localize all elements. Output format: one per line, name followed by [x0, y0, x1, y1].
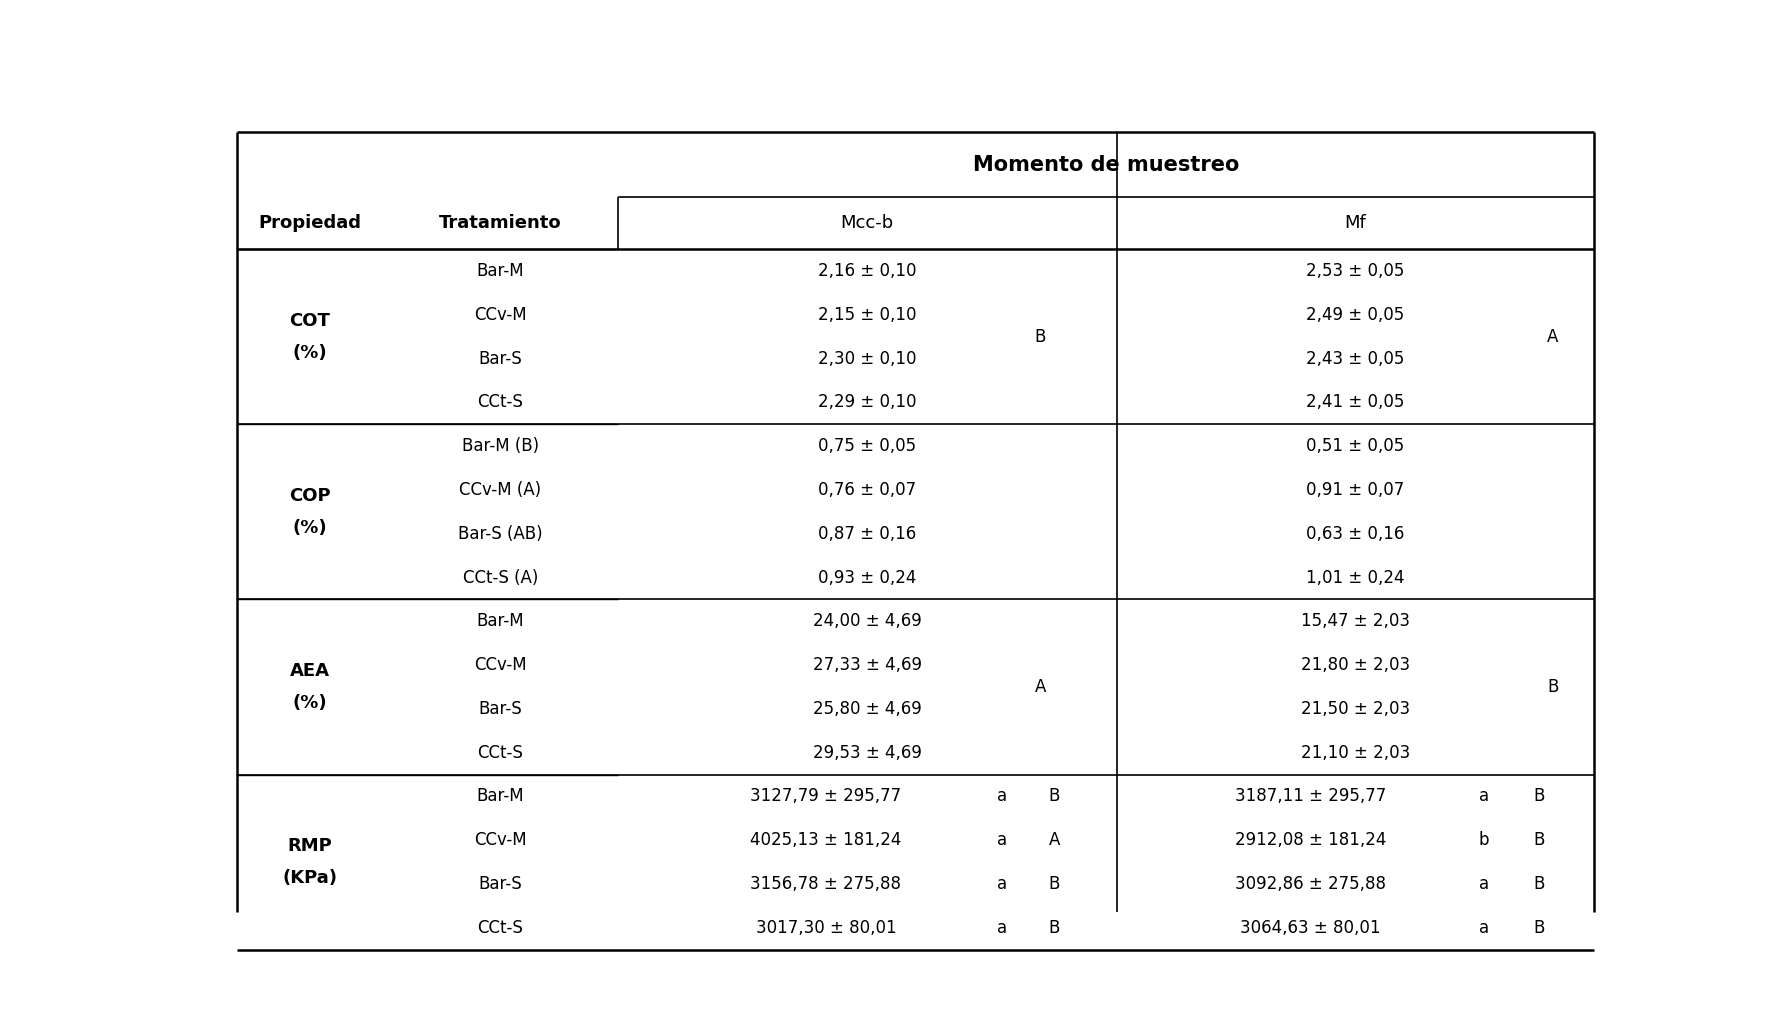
Text: COP: COP	[289, 487, 331, 505]
Text: 0,76 ± 0,07: 0,76 ± 0,07	[818, 481, 917, 499]
Text: 2,49 ± 0,05: 2,49 ± 0,05	[1306, 306, 1405, 324]
Text: CCt-S (A): CCt-S (A)	[463, 569, 538, 586]
Text: a: a	[997, 788, 1006, 805]
Text: CCt-S: CCt-S	[477, 393, 524, 412]
Text: Bar-M: Bar-M	[477, 612, 524, 631]
Text: Momento de muestreo: Momento de muestreo	[974, 155, 1240, 175]
Text: 2912,08 ± 181,24: 2912,08 ± 181,24	[1235, 831, 1387, 849]
Text: Bar-S: Bar-S	[479, 875, 522, 893]
Text: Bar-S: Bar-S	[479, 700, 522, 718]
Text: 21,80 ± 2,03: 21,80 ± 2,03	[1301, 657, 1410, 674]
Text: B: B	[1049, 788, 1060, 805]
Text: CCv-M: CCv-M	[474, 306, 527, 324]
Text: B: B	[1533, 919, 1544, 937]
Text: 0,75 ± 0,05: 0,75 ± 0,05	[818, 437, 917, 455]
Text: COT: COT	[289, 311, 331, 330]
Text: Bar-S: Bar-S	[479, 349, 522, 367]
Text: Bar-M (B): Bar-M (B)	[461, 437, 540, 455]
Text: A: A	[1035, 678, 1045, 696]
Text: Tratamiento: Tratamiento	[440, 214, 561, 233]
Text: Propiedad: Propiedad	[259, 214, 361, 233]
Text: CCv-M: CCv-M	[474, 831, 527, 849]
Text: 24,00 ± 4,69: 24,00 ± 4,69	[813, 612, 922, 631]
Text: 2,30 ± 0,10: 2,30 ± 0,10	[818, 349, 917, 367]
Text: (%): (%)	[293, 343, 327, 362]
Text: B: B	[1049, 919, 1060, 937]
Text: Mf: Mf	[1344, 214, 1367, 233]
Text: 15,47 ± 2,03: 15,47 ± 2,03	[1301, 612, 1410, 631]
Text: 2,53 ± 0,05: 2,53 ± 0,05	[1306, 262, 1405, 280]
Text: CCt-S: CCt-S	[477, 919, 524, 937]
Text: B: B	[1533, 831, 1544, 849]
Text: A: A	[1049, 831, 1060, 849]
Text: 1,01 ± 0,24: 1,01 ± 0,24	[1306, 569, 1405, 586]
Text: 21,50 ± 2,03: 21,50 ± 2,03	[1301, 700, 1410, 718]
Text: A: A	[1548, 328, 1558, 345]
Text: 29,53 ± 4,69: 29,53 ± 4,69	[813, 743, 922, 762]
Text: RMP: RMP	[288, 838, 332, 855]
Text: 3092,86 ± 275,88: 3092,86 ± 275,88	[1235, 875, 1387, 893]
Text: CCv-M (A): CCv-M (A)	[459, 481, 541, 499]
Text: 3127,79 ± 295,77: 3127,79 ± 295,77	[751, 788, 901, 805]
Text: B: B	[1548, 678, 1558, 696]
Text: a: a	[1478, 875, 1489, 893]
Text: a: a	[997, 831, 1006, 849]
Text: CCv-M: CCv-M	[474, 657, 527, 674]
Text: B: B	[1533, 875, 1544, 893]
Text: 25,80 ± 4,69: 25,80 ± 4,69	[813, 700, 922, 718]
Text: 0,91 ± 0,07: 0,91 ± 0,07	[1306, 481, 1405, 499]
Text: 0,63 ± 0,16: 0,63 ± 0,16	[1306, 524, 1405, 543]
Text: 0,93 ± 0,24: 0,93 ± 0,24	[818, 569, 917, 586]
Text: 2,16 ± 0,10: 2,16 ± 0,10	[818, 262, 917, 280]
Text: B: B	[1049, 875, 1060, 893]
Text: Mcc-b: Mcc-b	[840, 214, 894, 233]
Text: 21,10 ± 2,03: 21,10 ± 2,03	[1301, 743, 1410, 762]
Text: 3064,63 ± 80,01: 3064,63 ± 80,01	[1240, 919, 1381, 937]
Text: Bar-M: Bar-M	[477, 262, 524, 280]
Text: a: a	[1478, 919, 1489, 937]
Text: CCt-S: CCt-S	[477, 743, 524, 762]
Text: (%): (%)	[293, 694, 327, 711]
Text: 2,41 ± 0,05: 2,41 ± 0,05	[1306, 393, 1405, 412]
Text: (%): (%)	[293, 519, 327, 537]
Text: 2,15 ± 0,10: 2,15 ± 0,10	[818, 306, 917, 324]
Text: 0,87 ± 0,16: 0,87 ± 0,16	[818, 524, 917, 543]
Text: a: a	[1478, 788, 1489, 805]
Text: b: b	[1478, 831, 1489, 849]
Text: 4025,13 ± 181,24: 4025,13 ± 181,24	[751, 831, 901, 849]
Text: Bar-M: Bar-M	[477, 788, 524, 805]
Text: 2,43 ± 0,05: 2,43 ± 0,05	[1306, 349, 1405, 367]
Text: a: a	[997, 919, 1006, 937]
Text: 3187,11 ± 295,77: 3187,11 ± 295,77	[1235, 788, 1387, 805]
Text: Bar-S (AB): Bar-S (AB)	[457, 524, 543, 543]
Text: a: a	[997, 875, 1006, 893]
Text: 2,29 ± 0,10: 2,29 ± 0,10	[818, 393, 917, 412]
Text: 3156,78 ± 275,88: 3156,78 ± 275,88	[751, 875, 901, 893]
Text: 0,51 ± 0,05: 0,51 ± 0,05	[1306, 437, 1405, 455]
Text: B: B	[1533, 788, 1544, 805]
Text: (KPa): (KPa)	[282, 869, 338, 887]
Text: 27,33 ± 4,69: 27,33 ± 4,69	[813, 657, 922, 674]
Text: B: B	[1035, 328, 1045, 345]
Text: AEA: AEA	[289, 662, 331, 680]
Text: 3017,30 ± 80,01: 3017,30 ± 80,01	[756, 919, 895, 937]
